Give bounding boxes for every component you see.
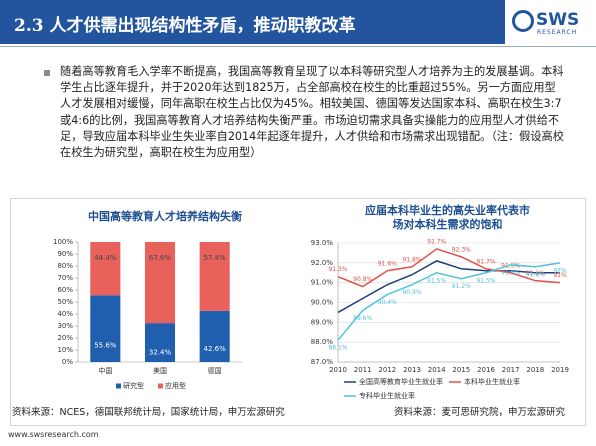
bullet — [44, 70, 50, 76]
logo-icon — [512, 10, 534, 32]
y-tick-label: 100% — [53, 238, 73, 246]
bar-segment — [90, 242, 121, 296]
value-label: 55.6% — [94, 341, 117, 349]
bar-segment — [199, 310, 230, 362]
x-tick-label: 2013 — [403, 366, 421, 374]
y-tick-label: 60% — [57, 286, 73, 294]
line-series — [337, 262, 561, 341]
value-label: 91.8% — [402, 256, 421, 263]
value-label: 92.7% — [427, 238, 446, 245]
body-text: 随着高等教育毛入学率不断提高，我国高等教育呈现了以本科等研究型人才培养为主的发展… — [60, 65, 564, 160]
line-series — [337, 260, 560, 314]
y-tick-label: 92.0% — [311, 259, 334, 267]
value-label: 91% — [553, 272, 567, 279]
value-label: 92% — [553, 267, 567, 274]
y-tick-label: 90.0% — [311, 299, 334, 307]
y-tick-label: 87.0% — [311, 358, 334, 366]
legend-label: 研究型 — [123, 381, 144, 390]
bar-segment — [90, 295, 121, 362]
x-tick-label: 2011 — [354, 366, 372, 374]
value-label: 91.9% — [501, 269, 520, 276]
y-tick-label: 88.0% — [311, 338, 334, 346]
x-tick-label: 中国 — [98, 366, 112, 375]
bar-segment — [144, 242, 176, 324]
value-label: 67.6% — [149, 254, 172, 262]
y-tick-label: 0% — [62, 358, 73, 366]
x-tick-label: 2014 — [428, 366, 446, 374]
line-series — [337, 248, 561, 288]
value-label: 91.5% — [427, 277, 446, 284]
bar-segment — [144, 323, 176, 362]
value-label: 57.4% — [204, 254, 227, 262]
y-tick-label: 40% — [57, 310, 73, 318]
value-label: 90.9% — [402, 289, 421, 296]
value-label: 91.7% — [476, 258, 495, 265]
footer: www.swsresearch.com — [8, 430, 99, 439]
value-label: 90.8% — [353, 276, 372, 283]
value-label: 42.6% — [204, 345, 227, 353]
y-tick-label: 80% — [57, 262, 73, 270]
y-tick-label: 50% — [57, 298, 73, 306]
x-tick-label: 美国 — [153, 366, 167, 375]
y-tick-label: 10% — [57, 346, 73, 354]
title-bar: 2.3 人才供需出现结构性矛盾，推动职教改革 — [0, 0, 505, 44]
value-label: 91.2% — [452, 283, 471, 290]
value-label: 90.4% — [378, 299, 397, 306]
value-label: 91.5% — [501, 262, 520, 269]
value-label: 32.4% — [149, 348, 172, 356]
y-tick-label: 90% — [57, 250, 73, 258]
legend-label: 专科毕业生就业率 — [359, 391, 415, 400]
value-label: 92.3% — [452, 246, 471, 253]
divider — [0, 46, 596, 47]
x-tick-label: 2016 — [477, 366, 495, 374]
bar-segment — [199, 242, 230, 311]
logo-subtext: RESEARCH — [537, 29, 578, 36]
value-label: 91.5% — [476, 277, 495, 284]
logo: SWS RESEARCH — [510, 8, 596, 42]
logo-text: SWS — [536, 10, 580, 30]
x-tick-label: 2017 — [502, 366, 520, 374]
source: 资料来源：NCES，德国联邦统计局，国家统计局，申万宏源研究 — [12, 407, 285, 418]
value-label: 88.1% — [328, 345, 347, 352]
y-tick-label: 70% — [57, 274, 73, 282]
x-tick-label: 2019 — [551, 366, 569, 374]
legend-swatch — [158, 383, 163, 389]
chart-title: 中国高等教育人才培养结构失衡 — [88, 210, 242, 223]
value-label: 44.4% — [94, 254, 117, 262]
legend-swatch — [116, 383, 121, 389]
legend-label: 应用型 — [165, 381, 186, 390]
y-tick-label: 91.0% — [311, 279, 334, 287]
chart-title: 应届本科毕业生的高失业率代表市场对本科生需求的饱和 — [365, 204, 530, 231]
y-tick-label: 89.0% — [311, 318, 334, 326]
y-tick-label: 20% — [57, 334, 73, 342]
chart-frame — [10, 198, 586, 426]
x-tick-label: 2015 — [452, 366, 470, 374]
value-label: 91.1% — [526, 270, 545, 277]
legend-label: 全国高等教育毕业生就业率 — [359, 377, 443, 386]
x-tick-label: 2010 — [329, 366, 347, 374]
x-tick-label: 德国 — [208, 366, 222, 375]
value-label: 89.6% — [353, 315, 372, 322]
value-label: 91.8% — [526, 271, 545, 278]
slide-title: 2.3 人才供需出现结构性矛盾，推动职教改革 — [14, 16, 356, 36]
legend-label: 本科毕业生就业率 — [464, 377, 520, 386]
value-label: 91.3% — [328, 266, 347, 273]
source: 资料来源：麦可思研究院，申万宏源研究 — [394, 407, 566, 418]
y-tick-label: 93.0% — [311, 239, 334, 247]
x-tick-label: 2012 — [378, 366, 396, 374]
y-tick-label: 30% — [57, 322, 73, 330]
x-tick-label: 2018 — [526, 366, 544, 374]
value-label: 91.6% — [378, 260, 397, 267]
